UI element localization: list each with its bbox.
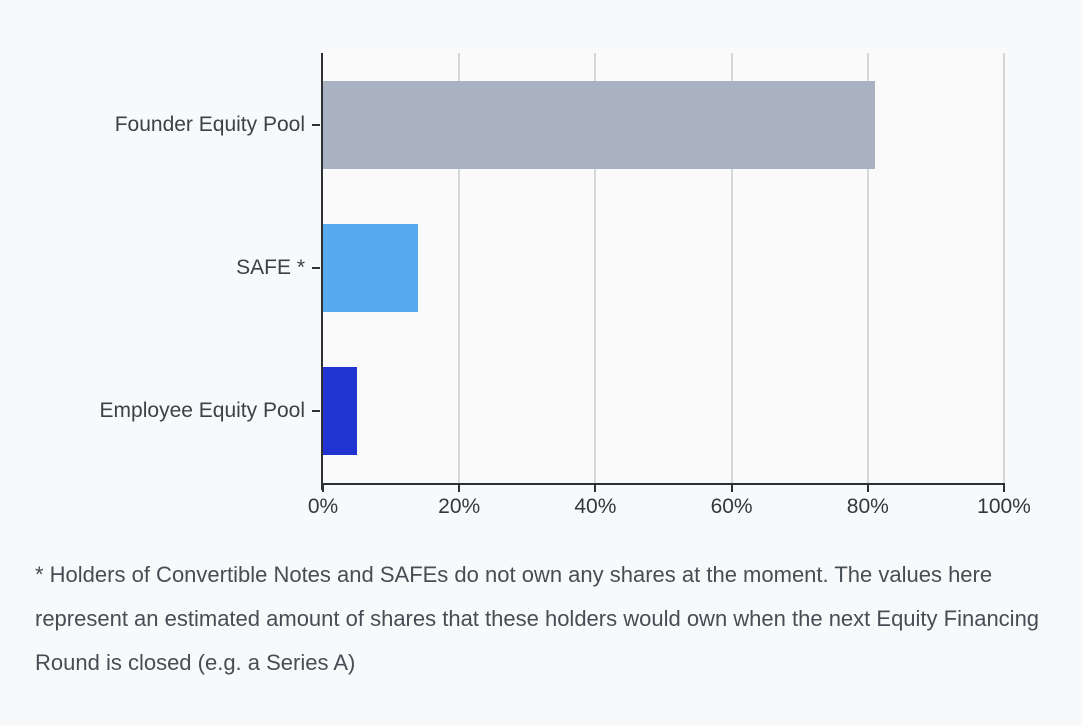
y-tick-mark	[312, 410, 320, 413]
gridline	[730, 53, 733, 483]
chart-footnote: * Holders of Convertible Notes and SAFEs…	[35, 562, 1040, 675]
gridline	[1003, 53, 1005, 483]
x-tick-label: 80%	[846, 495, 889, 518]
bar-founder-equity-pool	[323, 80, 875, 169]
x-tick-label: 20%	[438, 495, 481, 518]
x-tick-label: 100%	[977, 495, 1031, 518]
x-tick-mark	[1003, 485, 1005, 492]
x-tick-label: 60%	[710, 495, 753, 518]
y-tick-mark	[312, 123, 320, 126]
x-axis-line	[321, 483, 1005, 485]
category-label-employee-equity-pool: Employee Equity Pool	[99, 399, 305, 423]
bar-safe	[323, 224, 419, 312]
y-axis-line	[321, 53, 323, 490]
x-tick-mark	[458, 485, 461, 492]
gridline	[458, 53, 461, 483]
x-tick-mark	[322, 485, 324, 492]
x-tick-mark	[594, 485, 597, 492]
equity-bar-chart: 0% 20% 40% 60% 80% 100% Founder Equity Pool SAF…	[99, 53, 1031, 518]
gridline	[594, 53, 597, 483]
x-tick-label: 0%	[307, 495, 339, 518]
gridline	[866, 53, 869, 483]
x-tick-mark	[866, 485, 869, 492]
category-label-safe: SAFE *	[236, 256, 305, 279]
x-tick-mark	[730, 485, 733, 492]
y-tick-mark	[312, 267, 320, 269]
category-label-founder-equity-pool: Founder Equity Pool	[114, 112, 305, 136]
x-tick-label: 40%	[574, 495, 617, 518]
bar-employee-equity-pool	[323, 367, 358, 456]
